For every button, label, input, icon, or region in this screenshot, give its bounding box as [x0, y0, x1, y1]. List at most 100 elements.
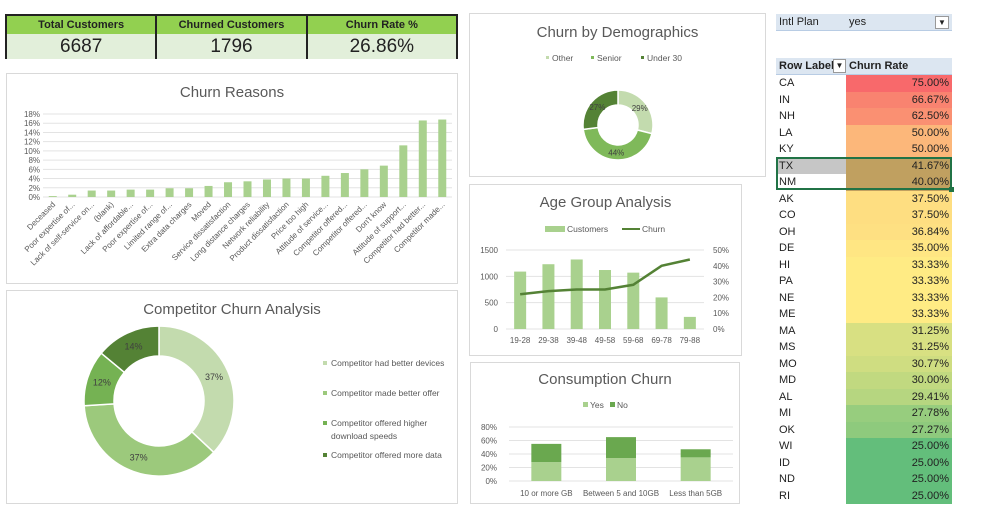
- churn-rate-cell[interactable]: 25.00%: [846, 438, 952, 455]
- churn-rate-cell[interactable]: 75.00%: [846, 75, 952, 92]
- state-cell[interactable]: KY: [779, 143, 794, 155]
- churn-rate-cell[interactable]: 50.00%: [846, 124, 952, 141]
- pivot-row[interactable]: OH 36.84%: [776, 223, 952, 240]
- pivot-row[interactable]: AL 29.41%: [776, 388, 952, 405]
- state-cell[interactable]: HI: [779, 258, 790, 271]
- churn-rate-cell[interactable]: 37.50%: [846, 190, 952, 207]
- state-cell[interactable]: AK: [779, 192, 794, 205]
- pivot-row[interactable]: IN 66.67%: [776, 91, 952, 108]
- pivot-row[interactable]: NH 62.50%: [776, 108, 952, 125]
- legend-marker: [323, 361, 327, 365]
- pivot-row[interactable]: ND 25.00%: [776, 471, 952, 488]
- y-tick-label: 1000: [480, 272, 498, 281]
- state-cell[interactable]: NH: [779, 110, 795, 122]
- churn-rate-cell[interactable]: 66.67%: [846, 91, 952, 108]
- churn-rate-cell[interactable]: 35.00%: [846, 240, 952, 257]
- state-cell[interactable]: LA: [779, 126, 793, 139]
- pivot-row[interactable]: TX 41.67%: [776, 157, 952, 174]
- pivot-row[interactable]: ME 33.33%: [776, 306, 952, 323]
- pivot-row[interactable]: MD 30.00%: [776, 372, 952, 389]
- pivot-row[interactable]: WI 25.00%: [776, 438, 952, 455]
- pivot-row[interactable]: MO 30.77%: [776, 355, 952, 372]
- donut-slice: [158, 325, 235, 454]
- churn-rate-cell[interactable]: 27.78%: [846, 405, 952, 422]
- pivot-row[interactable]: HI 33.33%: [776, 256, 952, 273]
- state-cell[interactable]: PA: [779, 275, 793, 287]
- churn-rate-cell[interactable]: 29.41%: [846, 388, 952, 405]
- churn-rate-cell[interactable]: 33.33%: [846, 273, 952, 290]
- churn-rate-cell[interactable]: 31.25%: [846, 322, 952, 339]
- competitor-churn-chart[interactable]: Competitor Churn Analysis 37% 37% 12% 14% Co…: [6, 290, 458, 504]
- age-group-chart[interactable]: Age Group Analysis 0 500 1000 1500 0% 10% 20% 3…: [469, 184, 742, 356]
- churn-rate-cell[interactable]: 62.50%: [846, 108, 952, 125]
- state-cell[interactable]: MA: [779, 324, 796, 337]
- churn-rate-cell[interactable]: 41.67%: [846, 157, 952, 174]
- churn-rate-cell[interactable]: 33.33%: [846, 306, 952, 323]
- state-cell[interactable]: IN: [779, 93, 790, 106]
- state-cell[interactable]: MD: [779, 374, 797, 386]
- bar: [627, 272, 640, 329]
- pivot-row[interactable]: RI 25.00%: [776, 487, 952, 504]
- churn-rate-cell[interactable]: 25.00%: [846, 454, 952, 471]
- filter-dropdown-icon[interactable]: ▼: [935, 16, 949, 29]
- kpi-value: 6687: [7, 34, 156, 59]
- state-cell[interactable]: CO: [779, 209, 796, 221]
- bar: [48, 196, 57, 197]
- churn-rate-cell[interactable]: 36.84%: [846, 223, 952, 240]
- state-cell[interactable]: ME: [779, 308, 796, 320]
- churn-rate-cell[interactable]: 27.27%: [846, 421, 952, 438]
- churn-rate-cell[interactable]: 50.00%: [846, 141, 952, 158]
- state-cell[interactable]: WI: [779, 440, 793, 452]
- state-cell[interactable]: OK: [779, 423, 795, 436]
- churn-rate-cell[interactable]: 33.33%: [846, 256, 952, 273]
- state-cell[interactable]: MI: [779, 407, 792, 419]
- pivot-row[interactable]: OK 27.27%: [776, 421, 952, 438]
- pivot-row[interactable]: CO 37.50%: [776, 207, 952, 224]
- pivot-row[interactable]: KY 50.00%: [776, 141, 952, 158]
- pivot-row[interactable]: AK 37.50%: [776, 190, 952, 207]
- state-cell[interactable]: OH: [779, 225, 796, 238]
- chart-title: Competitor Churn Analysis: [143, 301, 321, 318]
- state-cell[interactable]: TX: [776, 157, 846, 174]
- churn-rate-cell[interactable]: 30.00%: [846, 372, 952, 389]
- state-cell[interactable]: RI: [779, 489, 790, 502]
- pivot-row[interactable]: NE 33.33%: [776, 289, 952, 306]
- pivot-row[interactable]: MA 31.25%: [776, 322, 952, 339]
- churn-reasons-chart[interactable]: Churn Reasons 0% 2% 4% 6% 8% 10% 12% 14% 16% 18% D…: [6, 73, 458, 284]
- state-cell[interactable]: CA: [779, 77, 795, 89]
- fill-handle[interactable]: [949, 187, 954, 192]
- pivot-row[interactable]: MI 27.78%: [776, 405, 952, 422]
- pivot-row[interactable]: LA 50.00%: [776, 124, 952, 141]
- sort-filter-icon[interactable]: ▼: [833, 59, 846, 73]
- state-cell[interactable]: DE: [779, 242, 795, 254]
- churn-rate-cell[interactable]: 30.77%: [846, 355, 952, 372]
- pivot-row[interactable]: NM 40.00%: [776, 174, 952, 191]
- state-cell[interactable]: AL: [779, 390, 793, 403]
- pivot-row[interactable]: DE 35.00%: [776, 240, 952, 257]
- bar: [514, 271, 527, 329]
- state-cell[interactable]: MO: [779, 357, 797, 370]
- churn-rate-cell[interactable]: 37.50%: [846, 207, 952, 224]
- bar: [68, 194, 77, 197]
- churn-rate-cell[interactable]: 33.33%: [846, 289, 952, 306]
- pivot-row[interactable]: ID 25.00%: [776, 454, 952, 471]
- pivot-row[interactable]: MS 31.25%: [776, 339, 952, 356]
- pivot-row[interactable]: CA 75.00%: [776, 75, 952, 92]
- state-cell[interactable]: MS: [779, 341, 796, 353]
- pivot-row[interactable]: PA 33.33%: [776, 273, 952, 290]
- churn-rate-cell[interactable]: 25.00%: [846, 471, 952, 488]
- kpi-label: Churned Customers: [157, 16, 306, 34]
- churn-rate-cell[interactable]: 25.00%: [846, 487, 952, 504]
- churn-rate-cell[interactable]: 31.25%: [846, 339, 952, 356]
- x-tick-label: Less than 5GB: [669, 489, 722, 498]
- state-cell[interactable]: NM: [779, 176, 797, 188]
- bar: [683, 316, 696, 329]
- state-cell[interactable]: NE: [779, 291, 795, 304]
- filter-value[interactable]: yes: [849, 16, 867, 28]
- state-cell[interactable]: ND: [779, 473, 795, 485]
- state-cell[interactable]: ID: [779, 456, 790, 469]
- y-tick-label: 0%: [485, 477, 497, 486]
- demographics-chart[interactable]: Churn by Demographics 29% 44% 27% Other Seni…: [469, 13, 766, 177]
- churn-rate-cell[interactable]: 40.00%: [846, 174, 952, 191]
- consumption-churn-chart[interactable]: Consumption Churn 0% 20% 40% 60% 80% 10 or mo…: [470, 362, 740, 504]
